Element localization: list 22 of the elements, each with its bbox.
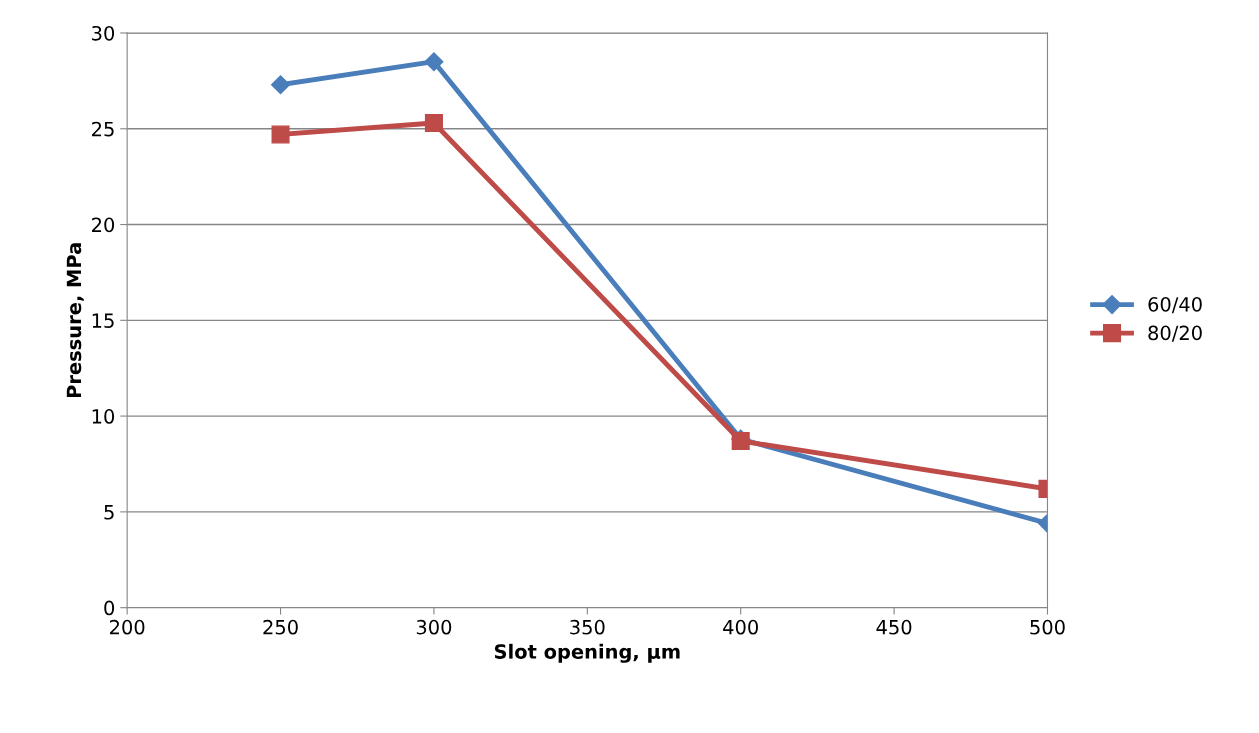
point — [271, 75, 291, 95]
y-tick-label: 30 — [92, 25, 115, 41]
x-tick-label: 200 — [110, 619, 145, 635]
y-tick-label: 5 — [104, 505, 114, 520]
x-tick-label: 350 — [570, 619, 605, 635]
y-tick-label: 20 — [92, 217, 115, 233]
legend-label: 80/20 — [1148, 325, 1202, 342]
x-axis-title: Slot opening, µm — [494, 643, 680, 663]
x-tick-label: 400 — [723, 619, 758, 635]
legend-label: 60/40 — [1148, 296, 1202, 314]
y-tick-label: 25 — [92, 121, 114, 137]
x-tick-label: 300 — [416, 619, 452, 635]
y-tick-label: 10 — [92, 409, 115, 424]
y-tick-label: 0 — [104, 600, 115, 616]
x-tick-label: 500 — [1030, 619, 1065, 635]
x-tick-label: 250 — [263, 619, 298, 635]
y-tick-label: 15 — [92, 313, 114, 328]
x-tick-label: 450 — [876, 619, 912, 635]
point — [424, 113, 443, 133]
point — [271, 125, 290, 144]
y-axis-title: Pressure, MPa — [66, 243, 84, 398]
point — [424, 52, 444, 72]
